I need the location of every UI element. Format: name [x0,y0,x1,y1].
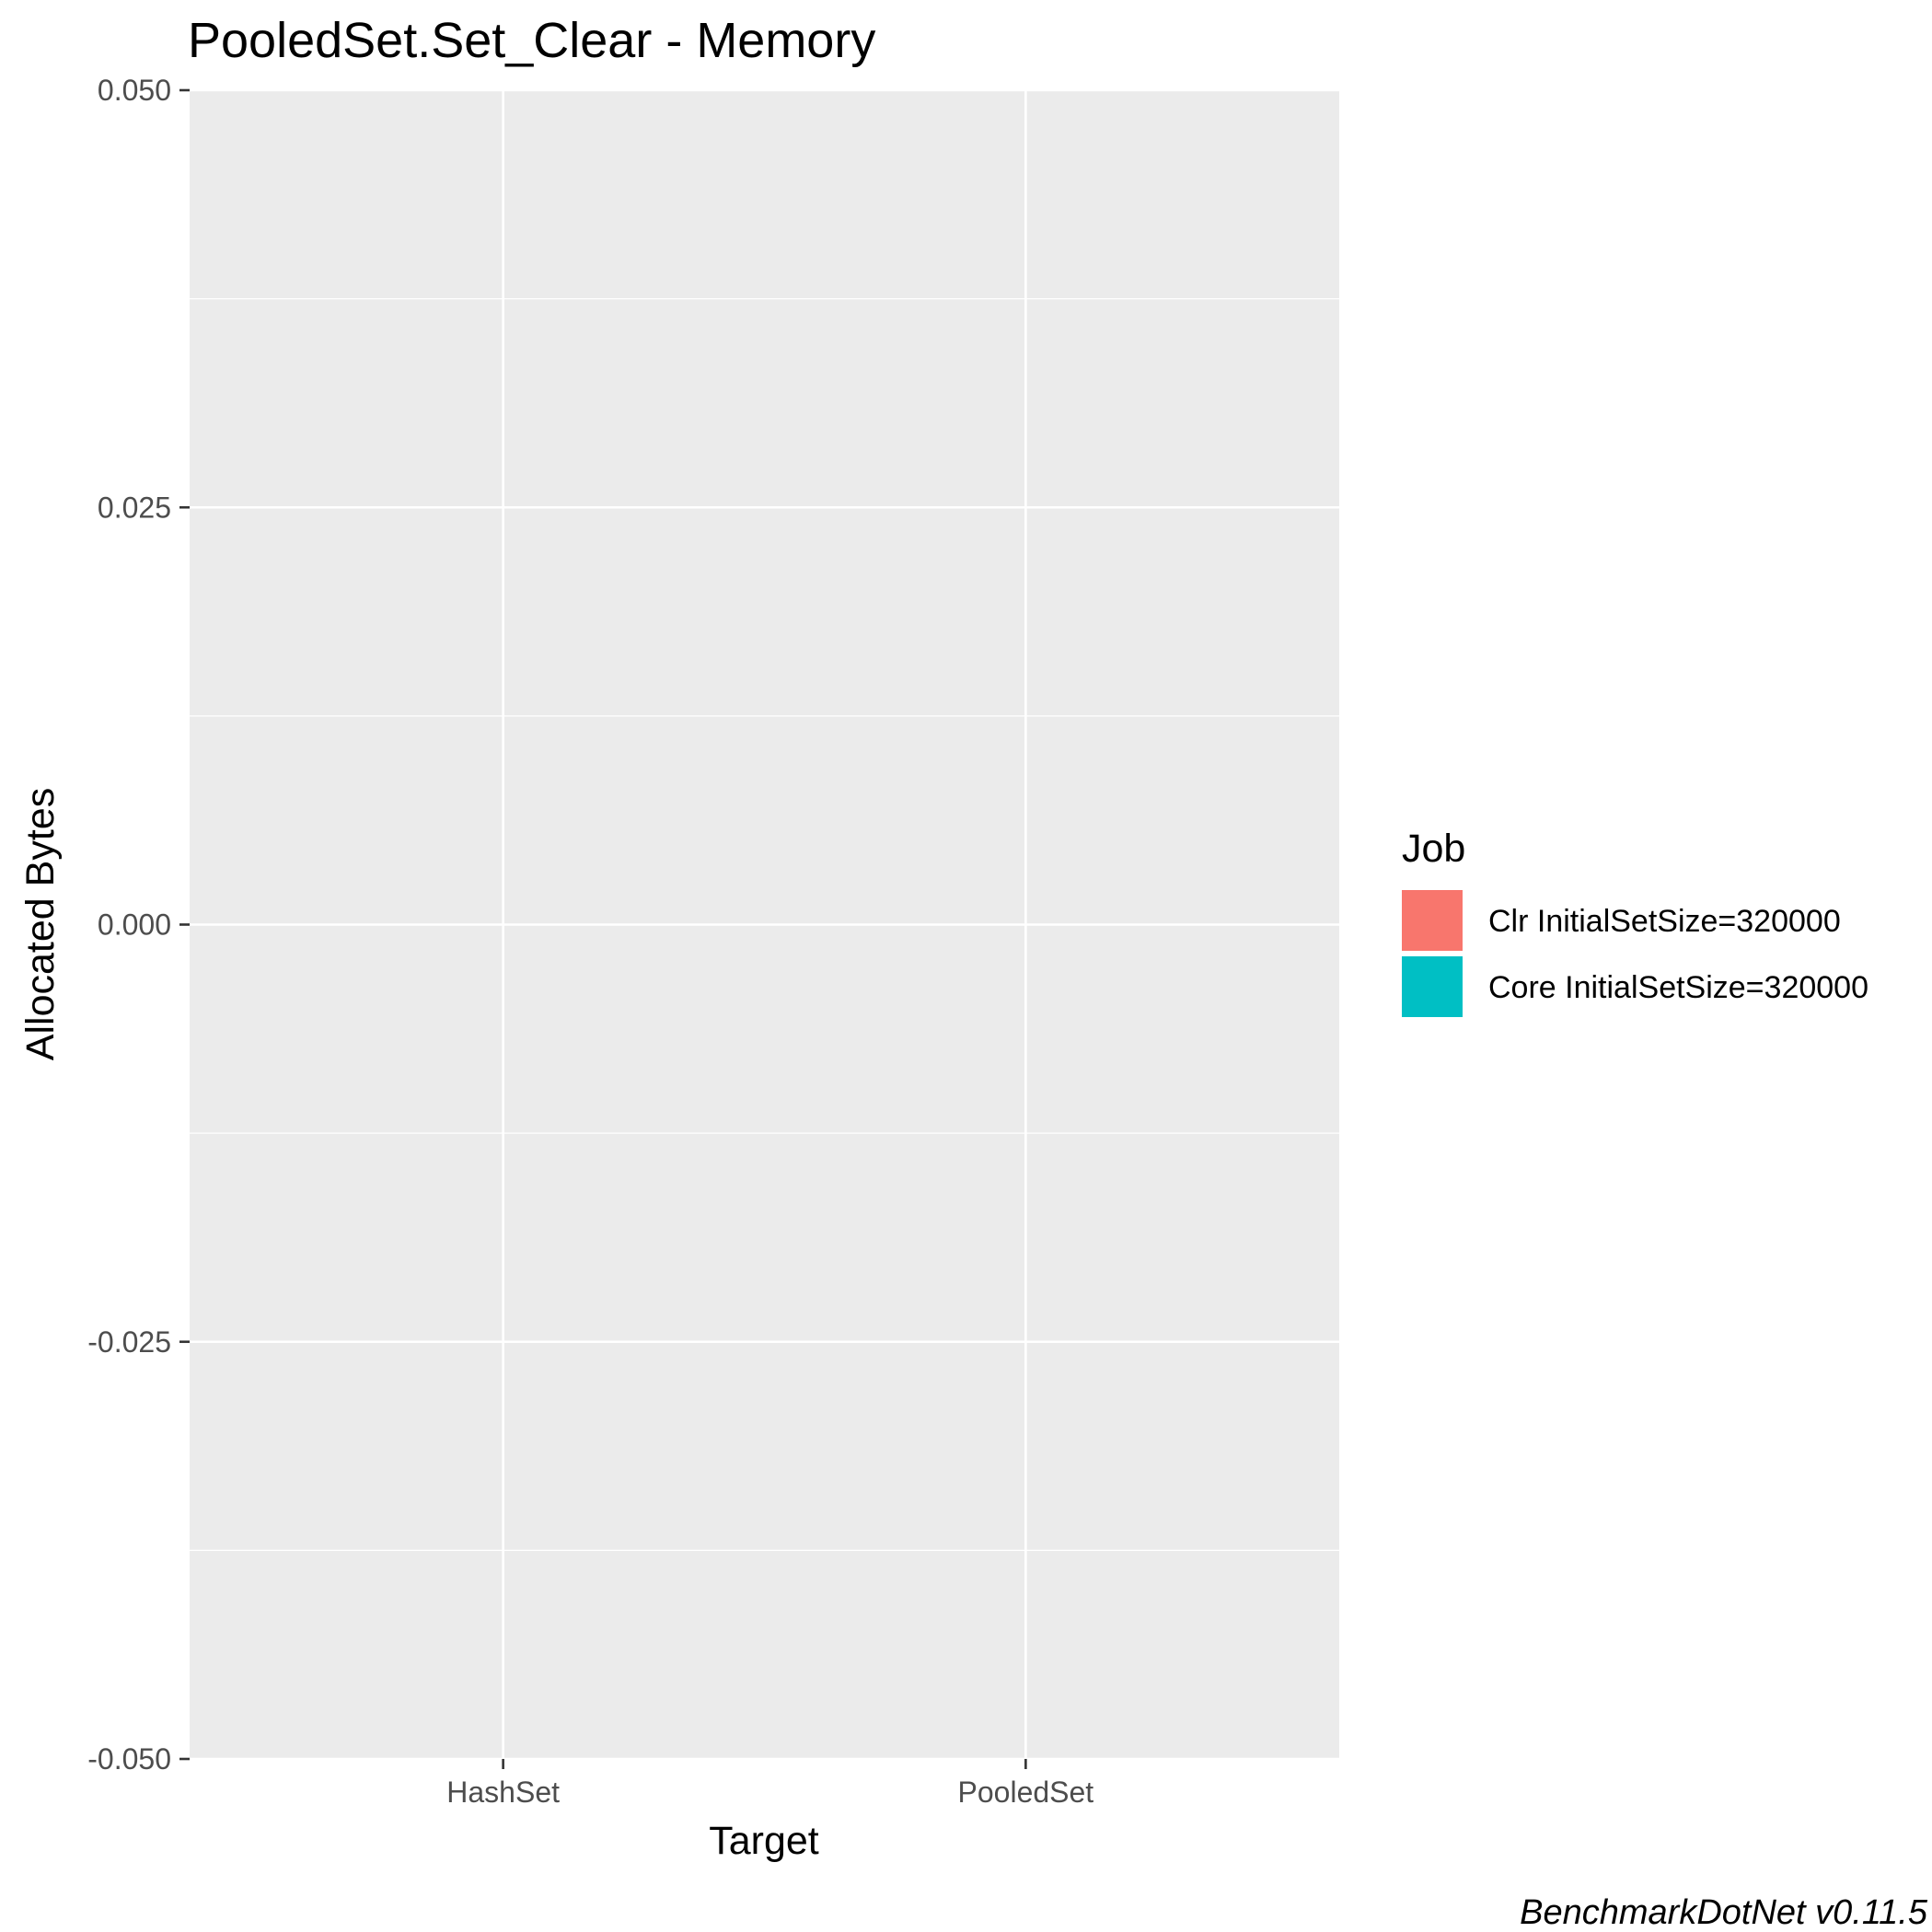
y-tick-label: 0.025 [98,491,171,524]
x-tick-label: HashSet [446,1776,560,1809]
x-axis: HashSet PooledSet [446,1759,1093,1809]
y-tick-label: 0.050 [98,74,171,107]
y-tick-label: -0.050 [87,1742,171,1776]
caption: BenchmarkDotNet v0.11.5 [1520,1893,1928,1932]
legend-key [1402,890,1463,951]
legend-label: Clr InitialSetSize=320000 [1488,904,1841,939]
y-tick-label: -0.025 [87,1325,171,1359]
y-axis: -0.050 -0.025 0.000 0.025 0.050 [87,74,190,1776]
y-axis-title: Allocated Bytes [18,788,63,1060]
legend: Job Clr InitialSetSize=320000 Core Initia… [1402,827,1868,1017]
y-tick-label: 0.000 [98,908,171,942]
legend-key [1402,956,1463,1017]
x-axis-title: Target [709,1819,819,1863]
chart-title: PooledSet.Set_Clear - Memory [188,13,875,68]
x-tick-label: PooledSet [958,1776,1094,1809]
grid-lines [190,88,1339,1761]
legend-label: Core InitialSetSize=320000 [1488,970,1868,1005]
legend-title: Job [1402,827,1465,871]
